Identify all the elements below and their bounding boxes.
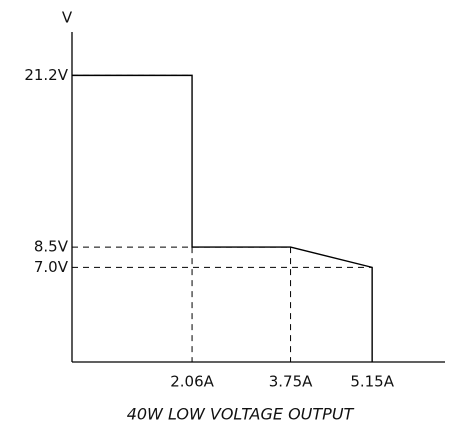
x-tick-label: 5.15A [350,373,394,391]
x-tick-label: 3.75A [269,373,313,391]
chart-title: 40W LOW VOLTAGE OUTPUT [127,405,355,424]
y-tick-label: 21.2V [24,66,68,84]
envelope-line [72,74,373,362]
y-axis-label: V [62,9,73,27]
x-tick-label: 2.06A [170,373,214,391]
y-tick-label: 7.0V [34,258,69,276]
y-tick-label: 8.5V [34,238,69,256]
